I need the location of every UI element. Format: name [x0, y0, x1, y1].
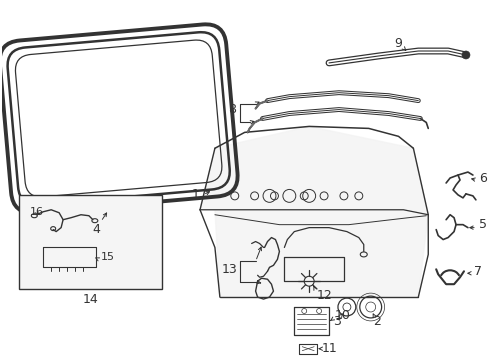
Text: 7: 7	[473, 265, 481, 278]
Text: 3: 3	[332, 315, 340, 328]
Text: 14: 14	[83, 293, 99, 306]
Text: 12: 12	[317, 289, 332, 302]
Text: 5: 5	[478, 218, 486, 231]
Text: 9: 9	[394, 37, 402, 50]
Text: 2: 2	[372, 315, 380, 328]
Text: 6: 6	[478, 171, 486, 185]
Text: 4: 4	[92, 223, 100, 236]
Text: 8: 8	[227, 103, 235, 116]
Text: 10: 10	[334, 310, 350, 323]
Text: 11: 11	[322, 342, 337, 355]
Text: 16: 16	[29, 207, 43, 217]
Text: 13: 13	[222, 263, 237, 276]
Text: 15: 15	[101, 252, 115, 262]
Polygon shape	[200, 126, 427, 297]
Text: 1: 1	[192, 188, 200, 201]
Circle shape	[461, 51, 469, 59]
Bar	[20, 195, 162, 289]
